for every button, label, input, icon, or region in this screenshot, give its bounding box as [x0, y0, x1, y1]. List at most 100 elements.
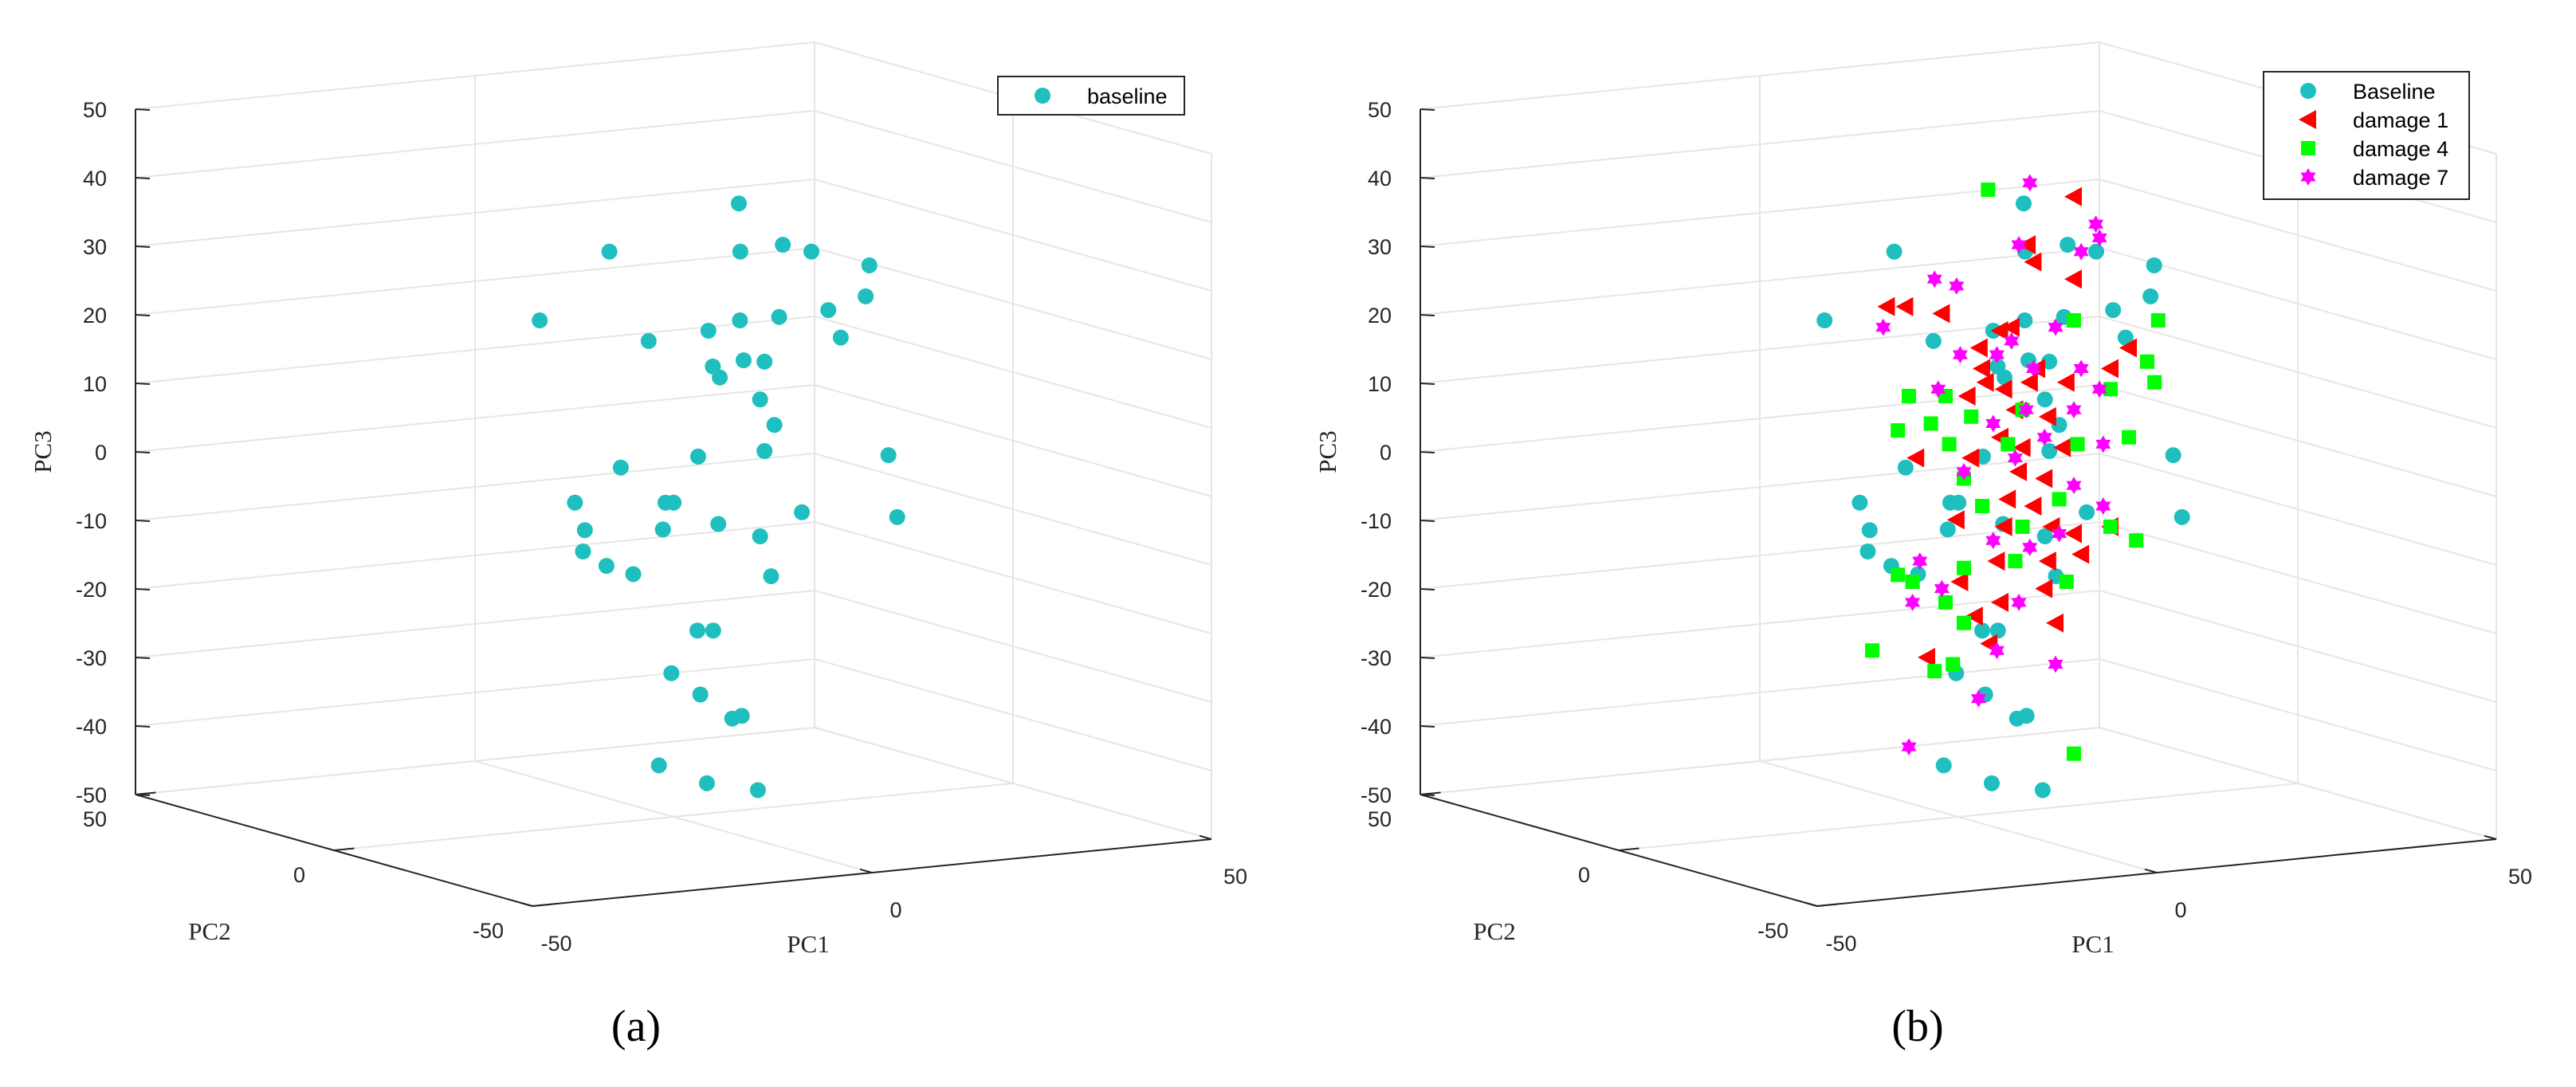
data-point	[2129, 533, 2144, 548]
series-baseline	[1816, 195, 2190, 799]
grid-lines	[135, 41, 1212, 907]
data-point	[1985, 532, 2001, 550]
data-point	[2022, 538, 2038, 556]
data-point	[2103, 382, 2118, 397]
data-point	[705, 622, 721, 639]
data-point	[2024, 496, 2042, 516]
data-point	[2066, 477, 2082, 495]
z-tick	[1420, 314, 1435, 316]
z-tick-label: 20	[83, 304, 107, 328]
grid-line-wall-z	[1420, 41, 2100, 110]
grid-line-wall-z2	[2099, 453, 2497, 566]
data-point	[1930, 380, 1946, 398]
data-point	[2034, 782, 2051, 799]
z-tick	[1420, 108, 1435, 111]
data-point	[2036, 391, 2053, 408]
data-point	[730, 195, 747, 212]
y-tick	[1816, 903, 1838, 907]
y-tick-label: 0	[1578, 863, 1590, 887]
data-point	[2035, 579, 2053, 598]
x-tick	[1804, 901, 1818, 907]
grid-line-wall-z2	[814, 453, 1212, 566]
data-point	[1865, 643, 1879, 658]
z-tick-label: 40	[1368, 167, 1392, 190]
data-point	[1987, 551, 2005, 571]
data-point	[700, 322, 717, 339]
data-point	[1961, 448, 1980, 468]
data-point	[2147, 375, 2162, 390]
data-point	[698, 775, 715, 791]
y-axis-label: PC2	[188, 917, 230, 945]
data-point	[1926, 270, 1942, 288]
data-point	[1973, 359, 1990, 379]
panel-label: (b)	[1891, 1002, 1943, 1051]
data-point	[2064, 186, 2082, 206]
series-baseline	[532, 195, 905, 799]
data-point	[1985, 414, 2001, 433]
grid-line-wall-z2	[814, 590, 1212, 703]
data-point	[2101, 359, 2119, 379]
x-tick-label: 0	[2174, 898, 2186, 922]
legend-marker	[2299, 110, 2316, 129]
data-point	[2048, 655, 2064, 673]
y-tick	[333, 847, 355, 851]
y-tick	[135, 791, 156, 795]
data-point	[1905, 593, 1921, 611]
grid-line-wall-z	[1420, 247, 2100, 316]
panel-a: -50-40-30-20-1001020304050-50050-50050PC…	[29, 41, 1247, 1051]
data-point	[1932, 304, 1950, 324]
data-point	[2052, 524, 2067, 543]
z-axis-label: PC3	[1314, 430, 1341, 473]
legend-marker	[2300, 168, 2316, 186]
data-point	[1975, 499, 1989, 514]
x-axis-label: PC1	[787, 930, 829, 958]
grid-line-wall-z2	[2099, 179, 2497, 292]
grid-line-wall-z	[1420, 658, 2100, 727]
data-point	[2016, 312, 2033, 329]
legend-label: Baseline	[2353, 80, 2436, 104]
grid-line-wall-z2	[2099, 384, 2497, 497]
data-point	[1852, 494, 1868, 511]
z-tick	[1420, 383, 1435, 385]
grid-line-wall-z2	[2099, 316, 2497, 429]
data-point	[2060, 237, 2076, 253]
data-point	[712, 369, 728, 386]
z-tick-label: -30	[76, 646, 107, 670]
data-point	[1990, 320, 2009, 340]
data-point	[2020, 372, 2038, 392]
legend-box	[997, 76, 1185, 116]
data-point	[640, 332, 657, 349]
series-damage-7	[1875, 174, 2111, 756]
data-point	[1901, 738, 1917, 756]
legend-marker	[2300, 83, 2316, 99]
grid-line-wall-z2	[2099, 590, 2497, 703]
data-point	[752, 528, 768, 545]
y-tick-label: 50	[83, 807, 107, 831]
data-point	[1989, 642, 2005, 660]
data-point	[532, 312, 548, 329]
data-point	[1912, 552, 1928, 571]
data-point	[2073, 242, 2089, 261]
data-point	[2041, 353, 2058, 370]
z-tick	[1420, 177, 1435, 179]
grid-line-wall-z	[1420, 590, 2100, 658]
grid-line-wall-z	[135, 384, 815, 453]
z-tick-label: 10	[83, 372, 107, 396]
data-point	[749, 782, 766, 799]
z-tick	[135, 177, 151, 179]
z-tick-label: -20	[76, 578, 107, 602]
data-point	[732, 312, 748, 329]
data-point	[650, 757, 667, 774]
data-point	[763, 568, 779, 585]
data-point	[732, 243, 748, 260]
data-point	[2056, 372, 2075, 392]
data-point	[1994, 516, 2012, 536]
data-point	[766, 417, 783, 434]
z-axis-label: PC3	[29, 430, 57, 473]
z-tick	[1420, 245, 1435, 248]
grid-line-wall-z2	[814, 110, 1212, 223]
grid-line-wall-z	[135, 658, 815, 727]
data-point	[2011, 236, 2027, 254]
grid-line-wall-z	[1420, 384, 2100, 453]
data-point	[1989, 622, 2006, 639]
